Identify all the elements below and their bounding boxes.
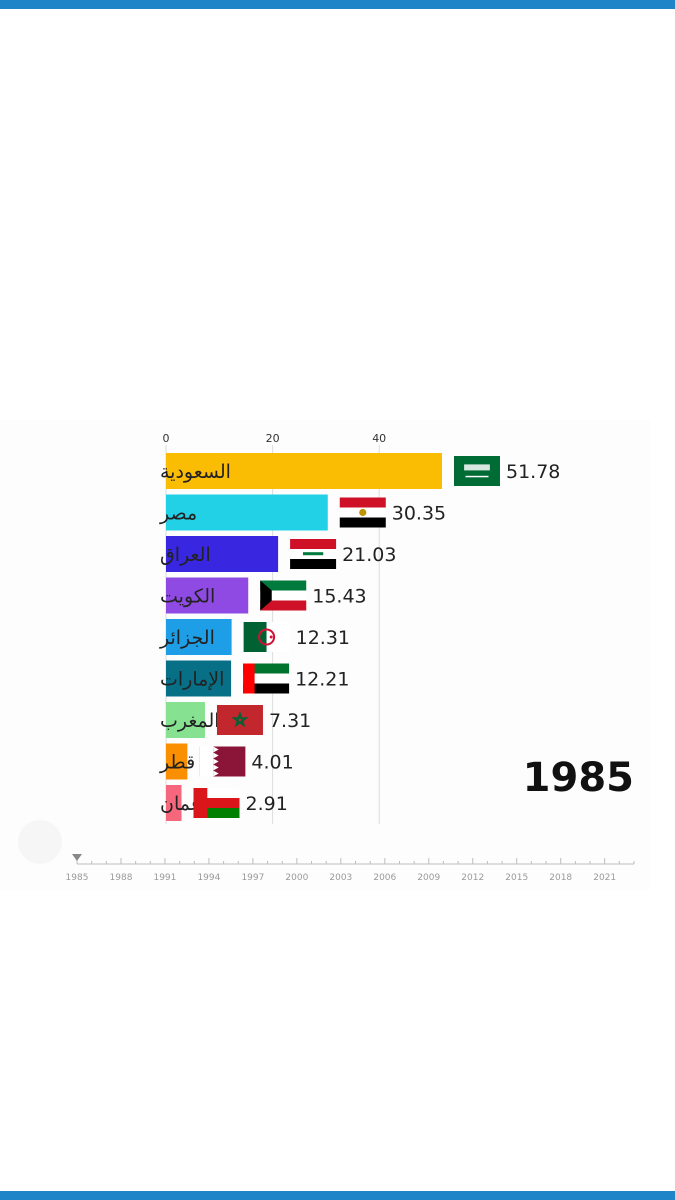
category-label: مصر — [159, 503, 197, 525]
flag-iraq-icon — [290, 539, 337, 569]
x-tick-label: 0 — [163, 432, 170, 445]
flag-morocco-icon — [216, 705, 263, 735]
bar-saudi-arabia — [166, 453, 442, 489]
timeline-year-label[interactable]: 2018 — [549, 873, 572, 883]
category-label: قطر — [159, 752, 195, 774]
bar-algeria — [166, 619, 232, 655]
value-label: 21.03 — [342, 544, 396, 566]
timeline-year-label[interactable]: 2021 — [593, 873, 616, 883]
flag-uae-icon — [243, 663, 290, 694]
timeline-year-label[interactable]: 2015 — [505, 873, 528, 883]
x-tick-label: 40 — [372, 432, 386, 445]
current-year-label: 1985 — [523, 755, 634, 801]
x-tick-label: 20 — [266, 432, 280, 445]
timeline-year-label[interactable]: 1997 — [241, 873, 264, 883]
chart-panel: 0 20 40 السعودية مصر العراق الكويت الجزائر الإم… — [0, 420, 650, 890]
bar-morocco — [166, 702, 205, 738]
timeline-year-label[interactable]: 1991 — [153, 873, 176, 883]
flag-oman-icon — [193, 788, 240, 818]
bar-egypt — [166, 494, 328, 531]
play-button[interactable] — [18, 820, 62, 864]
timeline-year-label[interactable]: 1985 — [66, 873, 89, 883]
value-label: 2.91 — [246, 793, 288, 815]
bar-kuwait — [166, 577, 249, 614]
bar-qatar — [166, 743, 188, 780]
bar-uae — [166, 660, 232, 697]
flag-qatar-icon — [199, 746, 246, 777]
timeline-marker[interactable] — [72, 854, 82, 861]
bar-chart-race: 0 20 40 السعودية مصر العراق الكويت الجزائر الإم… — [18, 432, 635, 883]
category-label: عمان — [160, 793, 202, 815]
flag-kuwait-icon — [260, 580, 307, 611]
value-label: 7.31 — [269, 710, 311, 732]
value-label: 30.35 — [392, 503, 446, 525]
bottom-border — [0, 1191, 675, 1200]
timeline-year-label[interactable]: 2000 — [285, 873, 308, 883]
category-label: العراق — [160, 544, 211, 566]
bar-iraq — [166, 536, 279, 572]
top-border — [0, 0, 675, 9]
value-label: 12.31 — [296, 627, 350, 649]
timeline-year-label[interactable]: 2006 — [373, 873, 396, 883]
flag-algeria-icon — [243, 622, 290, 652]
value-label: 4.01 — [251, 752, 293, 774]
value-label: 12.21 — [295, 669, 349, 691]
bar-oman — [166, 785, 182, 821]
category-label: المغرب — [160, 710, 220, 732]
value-label: 15.43 — [312, 586, 366, 608]
category-label: الجزائر — [159, 627, 215, 649]
value-label: 51.78 — [506, 461, 560, 483]
category-label: الإمارات — [160, 669, 224, 691]
timeline-year-label[interactable]: 1988 — [110, 873, 133, 883]
category-label: السعودية — [160, 461, 231, 483]
flag-saudi-arabia-icon — [453, 456, 500, 486]
timeline-year-label[interactable]: 1994 — [197, 873, 220, 883]
category-label: الكويت — [160, 586, 215, 608]
timeline-year-label[interactable]: 2012 — [461, 873, 484, 883]
timeline-year-label[interactable]: 2009 — [417, 873, 440, 883]
timeline-year-label[interactable]: 2003 — [329, 873, 352, 883]
flag-egypt-icon — [339, 497, 386, 528]
